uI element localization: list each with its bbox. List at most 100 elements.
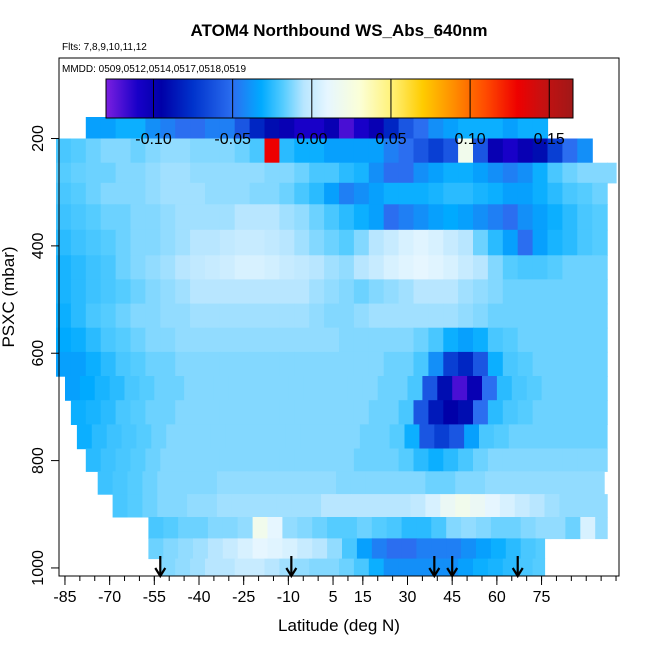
heatmap-cell	[464, 424, 480, 450]
heatmap-cell	[586, 376, 602, 401]
heatmap-cell	[490, 538, 507, 560]
heatmap-cell	[532, 400, 549, 425]
heatmap-cell	[577, 229, 593, 256]
heatmap-cell	[222, 538, 239, 560]
heatmap-cell	[279, 204, 295, 231]
heatmap-cell	[205, 229, 221, 256]
heatmap-cell	[160, 448, 176, 472]
heatmap-cell	[568, 424, 584, 450]
heatmap-cell	[234, 400, 251, 425]
heatmap-cell	[249, 117, 266, 140]
heatmap-cell	[70, 327, 87, 353]
heatmap-cell	[70, 204, 87, 231]
heatmap-cell	[249, 138, 266, 164]
heatmap-cell	[473, 279, 489, 305]
heatmap-cell	[309, 327, 325, 353]
heatmap-cell	[130, 204, 146, 231]
heatmap-cell	[264, 162, 280, 184]
heatmap-cell	[324, 255, 340, 281]
heatmap-cell	[517, 162, 534, 184]
heatmap-cell	[249, 279, 266, 305]
heatmap-cell	[398, 558, 415, 576]
heatmap-cell	[130, 117, 146, 140]
heatmap-cell	[413, 229, 429, 256]
heatmap-cell	[419, 424, 435, 450]
heatmap-cell	[487, 138, 504, 164]
heatmap-cell	[70, 162, 87, 184]
heatmap-cell	[279, 327, 295, 353]
heatmap-cell	[577, 255, 593, 281]
heatmap-cell	[175, 229, 191, 256]
heatmap-cell	[309, 351, 325, 377]
heatmap-cell	[294, 229, 310, 256]
heatmap-cell	[160, 279, 176, 305]
heatmap-cell	[56, 138, 72, 164]
dates-note: MMDD: 0509,0512,0514,0517,0518,0519	[62, 64, 246, 75]
heatmap-cell	[100, 327, 117, 353]
heatmap-cell	[383, 558, 400, 576]
heatmap-cell	[425, 494, 441, 518]
heatmap-cell	[336, 494, 352, 518]
heatmap-cell	[532, 138, 549, 164]
heatmap-cell	[577, 279, 593, 305]
heatmap-cell	[85, 327, 102, 353]
heatmap-cell	[592, 162, 608, 184]
heatmap-cell	[249, 255, 266, 281]
heatmap-cell	[443, 448, 459, 472]
heatmap-cell	[205, 204, 221, 231]
heatmap-cell	[413, 448, 429, 472]
heatmap-cell	[70, 182, 87, 205]
heatmap-cell	[443, 351, 459, 377]
heatmap-cell	[562, 303, 578, 329]
heatmap-cell	[565, 517, 581, 540]
heatmap-cell	[517, 182, 534, 205]
heatmap-cell	[175, 162, 191, 184]
heatmap-cell	[339, 351, 355, 377]
heatmap-cell	[383, 351, 400, 377]
heatmap-cell	[461, 517, 477, 540]
heatmap-cell	[279, 138, 295, 164]
heatmap-cell	[294, 117, 310, 140]
heatmap-cell	[136, 424, 152, 450]
heatmap-cell	[100, 204, 117, 231]
heatmap-cell	[577, 162, 593, 184]
heatmap-cell	[294, 558, 310, 576]
heatmap-cell	[175, 138, 191, 164]
heatmap-cell	[398, 138, 415, 164]
heatmap-cell	[398, 204, 415, 231]
heatmap-cell	[234, 303, 251, 329]
heatmap-cell	[175, 400, 191, 425]
heatmap-cells	[56, 117, 617, 576]
heatmap-cell	[532, 182, 549, 205]
heatmap-cell	[252, 538, 269, 560]
heatmap-cell	[175, 182, 191, 205]
heatmap-cell	[413, 182, 429, 205]
heatmap-cell	[85, 138, 102, 164]
heatmap-cell	[181, 424, 197, 450]
heatmap-cell	[532, 117, 549, 140]
heatmap-cell	[428, 351, 444, 377]
heatmap-cell	[205, 448, 221, 472]
heatmap-cell	[115, 182, 132, 205]
heatmap-cell	[306, 471, 322, 495]
heatmap-cell	[85, 162, 102, 184]
heatmap-cell	[601, 376, 608, 401]
heatmap-cell	[395, 471, 412, 495]
colorbar-tick-label: 0.00	[296, 131, 327, 148]
heatmap-cell	[115, 117, 132, 140]
heatmap-cell	[327, 517, 343, 540]
heatmap-cell	[517, 255, 534, 281]
heatmap-cell	[324, 400, 340, 425]
heatmap-cell	[228, 376, 245, 401]
heatmap-cell	[410, 494, 426, 518]
x-axis: -85 -70 -55 -40 -25 -10 5 15 30 45 60 75	[53, 576, 617, 606]
heatmap-cell	[595, 517, 608, 540]
heatmap-cell	[476, 517, 492, 540]
heatmap-cell	[130, 327, 146, 353]
heatmap-cell	[487, 303, 504, 329]
heatmap-cell	[550, 517, 566, 540]
colorbar: -0.10 -0.05 0.00 0.05 0.10 0.15	[105, 78, 574, 148]
heatmap-cell	[175, 303, 191, 329]
heatmap-cell	[115, 138, 132, 164]
heatmap-cell	[166, 424, 182, 450]
